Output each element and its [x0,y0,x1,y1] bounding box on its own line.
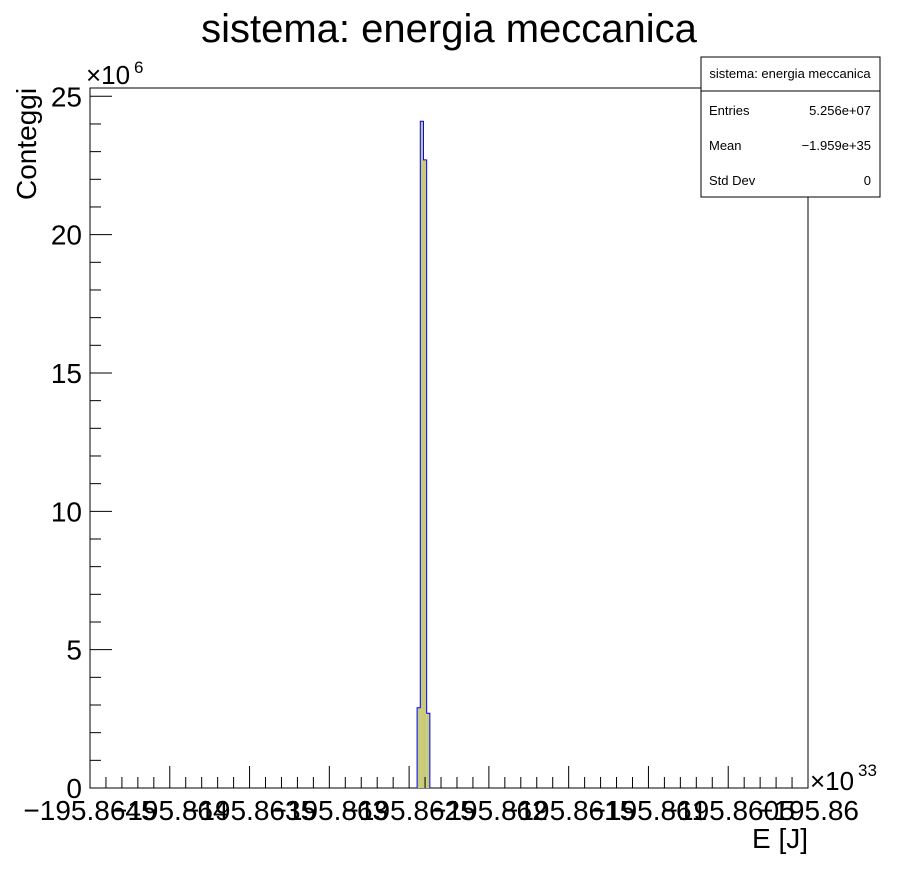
y-axis-title: Conteggi [11,88,42,200]
stats-mean-label: Mean [709,138,742,153]
y-tick-label: 5 [66,635,82,666]
x-tick-label: −195.8615 [502,795,635,826]
svg-text:×10: ×10 [86,60,130,90]
x-axis-title: E [J] [752,823,808,854]
histogram-bin [417,707,421,788]
x-tick-label: −195.8625 [343,795,476,826]
stats-box: sistema: energia meccanica Entries 5.256… [700,56,881,198]
x-tick-label: −195.862 [430,795,548,826]
y-tick-label: 10 [51,496,82,527]
histogram-bin [420,121,424,788]
stats-stddev-label: Std Dev [709,173,756,188]
x-tick-label: −195.861 [590,795,708,826]
stats-entries-label: Entries [709,103,750,118]
stats-title: sistema: energia meccanica [709,66,871,81]
histogram-bin [426,713,430,788]
y-tick-label: 20 [51,220,82,251]
svg-text:6: 6 [134,58,143,77]
x-tick-label: −195.8605 [662,795,795,826]
y-tick-label: 25 [51,81,82,112]
x-tick-label: −195.8635 [183,795,316,826]
x-axis-multiplier: ×10 33 [810,761,877,796]
x-tick-label: −195.86 [757,795,859,826]
y-axis-multiplier: ×10 6 [86,58,143,90]
y-tick-label: 15 [51,358,82,389]
histogram-bin [423,159,427,788]
svg-text:×10: ×10 [810,766,854,796]
stats-mean-value: −1.959e+35 [802,138,871,153]
stats-stddev-value: 0 [864,173,871,188]
x-tick-label: −195.8645 [23,795,156,826]
stats-entries-value: 5.256e+07 [809,103,871,118]
y-tick-label: 0 [66,773,82,804]
histogram-outline [416,120,431,788]
svg-text:33: 33 [858,761,877,780]
x-tick-label: −195.863 [271,795,389,826]
plot-frame [89,87,809,789]
chart-title: sistema: energia meccanica [201,7,698,51]
x-tick-label: −195.864 [111,795,229,826]
